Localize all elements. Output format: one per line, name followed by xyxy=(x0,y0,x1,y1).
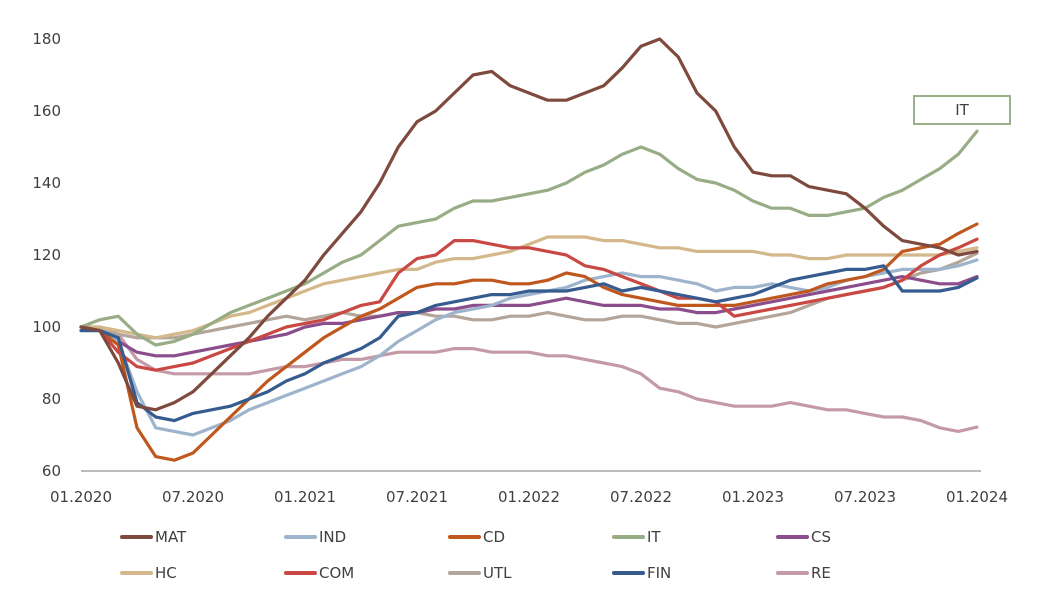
legend-swatch xyxy=(284,535,317,539)
x-axis-tick-labels: 01.2020 07.2020 01.2021 07.2021 01.2022 07.20… xyxy=(50,488,1008,506)
legend-swatch xyxy=(120,535,153,539)
legend-item-ind: IND xyxy=(284,526,448,548)
legend-label: IT xyxy=(647,528,661,546)
series-line-com xyxy=(79,237,979,372)
legend-swatch xyxy=(776,535,809,539)
legend-item-mat: MAT xyxy=(120,526,284,548)
legend-swatch xyxy=(448,571,481,575)
x-tick-label: 07.2023 xyxy=(834,488,896,506)
series-line-mat xyxy=(79,37,979,412)
x-tick-label: 01.2023 xyxy=(722,488,784,506)
series-line-re xyxy=(79,325,979,433)
series-lines xyxy=(79,37,979,462)
legend-item-utl: UTL xyxy=(448,562,612,584)
series-line-fin xyxy=(79,264,979,423)
series-line-cd xyxy=(79,222,979,462)
legend-label: UTL xyxy=(483,564,512,582)
y-tick-label: 80 xyxy=(42,390,61,408)
legend-label: IND xyxy=(319,528,347,546)
legend-item-com: COM xyxy=(284,562,448,584)
y-tick-label: 120 xyxy=(32,246,61,264)
y-tick-label: 160 xyxy=(32,102,61,120)
x-tick-label: 07.2021 xyxy=(386,488,448,506)
y-tick-label: 180 xyxy=(32,30,61,48)
legend-item-cs: CS xyxy=(776,526,940,548)
legend-swatch xyxy=(776,571,809,575)
legend-item-cd: CD xyxy=(448,526,612,548)
x-tick-label: 07.2022 xyxy=(610,488,672,506)
y-tick-label: 100 xyxy=(32,318,61,336)
series-line-cs xyxy=(79,275,979,358)
x-tick-label: 01.2024 xyxy=(946,488,1008,506)
legend-label: HC xyxy=(155,564,177,582)
series-line-hc xyxy=(79,235,979,340)
x-tick-label: 01.2022 xyxy=(498,488,560,506)
it-callout-label: IT xyxy=(913,95,1011,125)
legend-item-hc: HC xyxy=(120,562,284,584)
y-tick-label: 60 xyxy=(42,462,61,480)
legend-label: RE xyxy=(811,564,831,582)
legend-label: MAT xyxy=(155,528,187,546)
legend-item-re: RE xyxy=(776,562,940,584)
legend: MAT IND CD IT CS HC COM UTL FIN RE xyxy=(120,526,940,584)
legend-item-fin: FIN xyxy=(612,562,776,584)
legend-label: CD xyxy=(483,528,506,546)
series-line-it xyxy=(79,129,979,347)
legend-item-it: IT xyxy=(612,526,776,548)
y-axis-tick-labels: 60 80 100 120 140 160 180 xyxy=(32,30,61,480)
x-tick-label: 01.2020 xyxy=(50,488,112,506)
legend-swatch xyxy=(612,535,645,539)
x-tick-label: 07.2020 xyxy=(162,488,224,506)
legend-swatch xyxy=(120,571,153,575)
legend-swatch xyxy=(284,571,317,575)
x-tick-label: 01.2021 xyxy=(274,488,336,506)
legend-label: COM xyxy=(319,564,355,582)
series-line-ind xyxy=(79,258,979,437)
legend-label: FIN xyxy=(647,564,672,582)
y-tick-label: 140 xyxy=(32,174,61,192)
legend-label: CS xyxy=(811,528,831,546)
legend-swatch xyxy=(448,535,481,539)
legend-swatch xyxy=(612,571,645,575)
